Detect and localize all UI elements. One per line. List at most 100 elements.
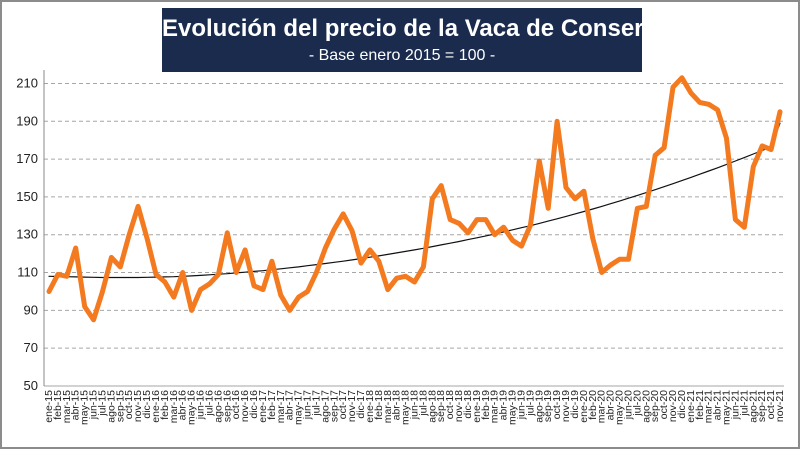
x-tick-label: sep-21 — [756, 390, 768, 422]
x-tick-label: ago-21 — [747, 390, 759, 423]
x-tick-label: abr-21 — [712, 390, 724, 421]
x-tick-label: ene-19 — [471, 390, 483, 423]
x-tick-label: may-15 — [79, 390, 91, 425]
x-tick-label: nov-19 — [560, 390, 572, 422]
x-tick-label: nov-21 — [774, 390, 786, 422]
x-tick-label: nov-16 — [239, 390, 251, 422]
x-tick-label: jul-19 — [524, 390, 536, 417]
x-tick-label: mar-15 — [61, 390, 73, 423]
x-tick-label: nov-17 — [346, 390, 358, 422]
x-tick-label: nov-20 — [667, 390, 679, 422]
x-tick-label: jun-15 — [88, 390, 100, 420]
chart-subtitle: - Base enero 2015 = 100 - — [308, 47, 496, 64]
x-tick-label: may-17 — [293, 390, 305, 425]
chart-title: Evolución del precio de la Vaca de Conse… — [162, 15, 671, 42]
x-tick-label: abr-19 — [498, 390, 510, 421]
x-tick-label: nov-18 — [453, 390, 465, 422]
x-tick-label: oct-17 — [337, 390, 349, 419]
y-tick-label: 130 — [16, 227, 38, 242]
x-tick-label: sep-18 — [435, 390, 447, 422]
x-tick-label: ago-15 — [105, 390, 117, 423]
x-tick-label: jul-17 — [310, 390, 322, 417]
x-tick-label: ago-16 — [212, 390, 224, 423]
x-tick-label: may-16 — [186, 390, 198, 425]
x-tick-label: sep-16 — [221, 390, 233, 422]
trend-line — [48, 122, 781, 279]
x-tick-label: may-18 — [400, 390, 412, 425]
x-tick-label: may-19 — [507, 390, 519, 425]
x-tick-label: jul-16 — [203, 390, 215, 417]
x-tick-label: oct-16 — [230, 390, 242, 419]
x-tick-label: mar-21 — [703, 390, 715, 423]
y-tick-label: 210 — [16, 75, 38, 90]
x-tick-label: ene-20 — [578, 390, 590, 423]
x-tick-label: sep-15 — [114, 390, 126, 422]
x-tick-label: dic-18 — [462, 390, 474, 419]
x-tick-label: feb-16 — [159, 390, 171, 420]
x-tick-label: feb-20 — [587, 390, 599, 420]
y-tick-label: 150 — [16, 189, 38, 204]
x-tick-label: feb-19 — [480, 390, 492, 420]
price-series-line — [46, 75, 783, 323]
x-tick-label: sep-20 — [649, 390, 661, 422]
x-tick-label: may-21 — [721, 390, 733, 425]
y-axis: 50 70 90 110 130 150 170 190 210 — [16, 70, 45, 393]
x-tick-label: oct-18 — [444, 390, 456, 419]
x-tick-label: oct-15 — [123, 390, 135, 419]
x-tick-label: ene-17 — [257, 390, 269, 423]
x-tick-label: nov-15 — [132, 390, 144, 422]
x-tick-label: ago-20 — [640, 390, 652, 423]
x-tick-label: dic-17 — [355, 390, 367, 419]
chart-title-box: Evolución del precio de la Vaca de Conse… — [162, 8, 671, 72]
x-tick-label: jun-20 — [622, 390, 634, 420]
x-tick-label: mar-20 — [596, 390, 608, 423]
x-tick-label: jun-16 — [195, 390, 207, 420]
x-tick-label: oct-19 — [551, 390, 563, 419]
x-tick-label: ago-18 — [426, 390, 438, 423]
x-tick-label: jun-21 — [729, 390, 741, 420]
x-tick-label: jun-19 — [515, 390, 527, 420]
x-tick-label: oct-20 — [658, 390, 670, 419]
x-tick-label: ago-19 — [533, 390, 545, 423]
x-tick-label: mar-18 — [382, 390, 394, 423]
x-tick-label: dic-15 — [141, 390, 153, 419]
y-tick-label: 190 — [16, 113, 38, 128]
x-tick-label: mar-16 — [168, 390, 180, 423]
x-tick-label: abr-18 — [391, 390, 403, 421]
x-tick-label: sep-17 — [328, 390, 340, 422]
x-tick-label: abr-16 — [177, 390, 189, 421]
x-tick-label: mar-17 — [275, 390, 287, 423]
x-tick-label: feb-21 — [694, 390, 706, 420]
series-lines — [46, 75, 783, 323]
x-tick-label: ene-15 — [43, 390, 55, 423]
x-tick-label: feb-15 — [52, 390, 64, 420]
gridlines — [44, 82, 784, 387]
x-tick-label: jul-18 — [417, 390, 429, 417]
x-tick-label: oct-21 — [765, 390, 777, 419]
x-tick-label: jul-20 — [631, 390, 643, 417]
x-tick-label: jun-18 — [409, 390, 421, 420]
x-tick-label: ene-21 — [685, 390, 697, 423]
y-tick-label: 90 — [24, 302, 38, 317]
x-tick-label: dic-16 — [248, 390, 260, 419]
x-tick-label: feb-17 — [266, 390, 278, 420]
x-tick-label: abr-17 — [284, 390, 296, 421]
y-tick-label: 170 — [16, 151, 38, 166]
x-tick-label: jun-17 — [302, 390, 314, 420]
x-tick-label: ene-16 — [150, 390, 162, 423]
y-tick-label: 70 — [24, 340, 38, 355]
x-tick-label: feb-18 — [373, 390, 385, 420]
x-tick-label: ago-17 — [319, 390, 331, 423]
y-tick-label: 50 — [24, 378, 38, 393]
x-tick-label: jul-21 — [738, 390, 750, 417]
x-tick-label: dic-20 — [676, 390, 688, 419]
x-tick-label: dic-19 — [569, 390, 581, 419]
x-tick-label: may-20 — [614, 390, 626, 425]
y-tick-label: 110 — [17, 265, 38, 280]
x-tick-label: sep-19 — [542, 390, 554, 422]
x-tick-label: abr-15 — [70, 390, 82, 421]
x-tick-label: ene-18 — [364, 390, 376, 423]
